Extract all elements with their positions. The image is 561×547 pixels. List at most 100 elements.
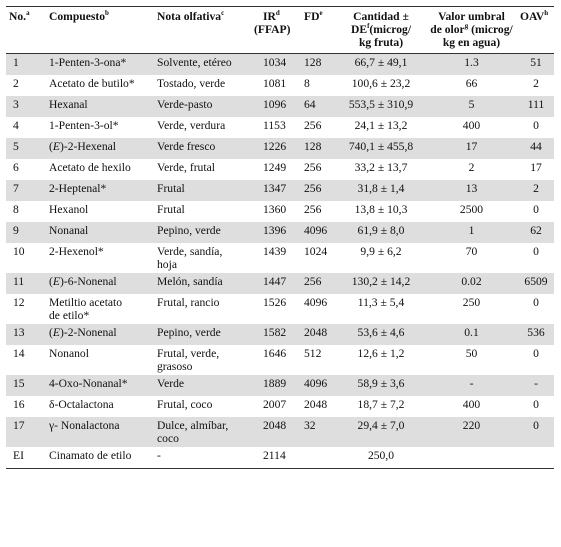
cell-compound: Acetato de butilo* [49, 77, 135, 90]
cell-oav: 51 [517, 53, 554, 75]
cell-threshold: 17 [425, 138, 517, 159]
cell-fd: 64 [301, 96, 336, 117]
cell-no: 5 [6, 138, 46, 159]
header-ir: IRd (FFAP) [254, 6, 301, 54]
cell-compound: γ- Nonalactona [46, 417, 154, 447]
cell-odor-note: Pepino, verde [154, 222, 262, 243]
cell-ir: 1226 [262, 138, 301, 159]
cell-fd: 256 [304, 203, 322, 216]
table-row: 2 Acetato de butilo* Tostado, verde 1081 8 10… [6, 75, 554, 96]
table-row: 5 (E)-2-Hexenal Verde fresco 1226 128 740,1 ±… [6, 138, 554, 159]
cell-oav: 0 [533, 296, 539, 309]
cell-quantity: 31,8 ± 1,4 [336, 180, 425, 201]
cell-threshold: 2 [468, 161, 475, 174]
cell-quantity: 29,4 ± 7,0 [336, 417, 425, 447]
cell-compound: (E)-2-Hexenal [46, 138, 154, 159]
cell-fd: 8 [304, 77, 310, 90]
cell-threshold: 70 [465, 245, 478, 258]
cell-oav: - [517, 375, 554, 396]
cell-quantity: 58,9 ± 3,6 [336, 375, 425, 396]
cell-no: 11 [6, 273, 46, 294]
cell-no: 13 [6, 324, 46, 345]
cell-fd: 256 [301, 180, 336, 201]
cell-quantity: 24,1 ± 13,2 [354, 119, 408, 132]
table-row: 16 δ-Octalactona Frutal, coco 2007 2048 18,7 … [6, 396, 554, 417]
table-row: 7 2-Heptenal* Frutal 1347 256 31,8 ± 1,4 13 2 [6, 180, 554, 201]
cell-odor-note: Verde fresco [154, 138, 262, 159]
cell-oav: 17 [530, 161, 542, 174]
cell-no: EI [6, 447, 46, 469]
header-threshold: Valor umbral de olorg (microg/kg en agua) [425, 6, 517, 54]
cell-ir: 2007 [263, 398, 287, 411]
cell-threshold: 400 [462, 398, 481, 411]
cell-ir: 1034 [262, 53, 301, 75]
cell-no: 14 [13, 347, 25, 360]
cell-oav: 536 [517, 324, 554, 345]
table-row: 4 1-Penten-3-ol* Verde, verdura 1153 256 24,1… [6, 117, 554, 138]
cell-ir: 1360 [263, 203, 287, 216]
cell-no: 10 [13, 245, 25, 258]
cell-ir: 1081 [263, 77, 287, 90]
cell-fd: 256 [304, 161, 322, 174]
cell-fd: 4096 [304, 296, 328, 309]
table-header-row: No.a Compuestob Nota olfativac IRd (FFAP)… [6, 6, 554, 54]
cell-fd: 128 [301, 53, 336, 75]
cell-threshold: 1.3 [425, 53, 517, 75]
cell-odor-note: Frutal [157, 203, 185, 216]
table-row: 15 4-Oxo-Nonanal* Verde 1889 4096 58,9 ± 3,6-… [6, 375, 554, 396]
cell-quantity: 61,9 ± 8,0 [336, 222, 425, 243]
cell-fd [301, 447, 336, 469]
cell-odor-note: Frutal, verde, grasoso [157, 347, 220, 373]
cell-no: 3 [6, 96, 46, 117]
cell-oav: 0 [533, 245, 539, 258]
cell-ir: 1249 [263, 161, 287, 174]
table-row: 6 Acetato de hexilo Verde, frutal 1249 256 33… [6, 159, 554, 180]
cell-oav: 0 [533, 398, 539, 411]
cell-quantity: 740,1 ± 455,8 [336, 138, 425, 159]
cell-oav: 62 [517, 222, 554, 243]
cell-threshold: - [425, 375, 517, 396]
cell-quantity: 33,2 ± 13,7 [354, 161, 408, 174]
cell-no: 8 [13, 203, 19, 216]
cell-threshold: 250 [462, 296, 481, 309]
cell-compound: Hexanal [46, 96, 154, 117]
cell-ir: 2114 [262, 447, 301, 469]
header-oav: OAVh [517, 6, 554, 54]
aroma-compounds-table: No.a Compuestob Nota olfativac IRd (FFAP)… [6, 6, 554, 469]
cell-fd: 32 [301, 417, 336, 447]
cell-quantity: 250,0 [336, 447, 425, 469]
cell-threshold [425, 447, 517, 469]
cell-fd: 512 [304, 347, 322, 360]
cell-odor-note: Frutal, coco [157, 398, 213, 411]
cell-threshold: 0.1 [425, 324, 517, 345]
cell-fd: 1024 [304, 245, 328, 258]
cell-ir: 1396 [262, 222, 301, 243]
cell-quantity: 66,7 ± 49,1 [336, 53, 425, 75]
cell-fd: 128 [301, 138, 336, 159]
cell-fd: 2048 [301, 324, 336, 345]
cell-oav: 0 [533, 119, 539, 132]
cell-no: 2 [13, 77, 19, 90]
cell-no: 1 [6, 53, 46, 75]
cell-compound: 1-Penten-3-ol* [49, 119, 119, 132]
table-row: 17 γ- Nonalactona Dulce, almíbar, coco 2048 3… [6, 417, 554, 447]
cell-ir: 1439 [263, 245, 287, 258]
cell-oav: 6509 [517, 273, 554, 294]
cell-odor-note: Verde [154, 375, 262, 396]
cell-quantity: 553,5 ± 310,9 [336, 96, 425, 117]
cell-fd: 256 [301, 273, 336, 294]
cell-fd: 4096 [301, 222, 336, 243]
cell-quantity: 100,6 ± 23,2 [351, 77, 411, 90]
table-row: 1 1-Penten-3-ona* Solvente, etéreo 1034 128 6… [6, 53, 554, 75]
cell-odor-note: Verde, sandía, hoja [157, 245, 223, 271]
table-row: 14 Nonanol Frutal, verde, grasoso 1646 512 12,… [6, 345, 554, 375]
cell-odor-note: Melón, sandía [154, 273, 262, 294]
table-row: 13 (E)-2-Nonenal Pepino, verde 1582 2048 53,6… [6, 324, 554, 345]
cell-odor-note: Pepino, verde [154, 324, 262, 345]
cell-odor-note: Verde, verdura [157, 119, 226, 132]
cell-no: 16 [13, 398, 25, 411]
table-row: 12 Metiltio acetato de etilo* Frutal, ranci… [6, 294, 554, 324]
cell-ir: 1889 [262, 375, 301, 396]
cell-ir: 1153 [263, 119, 286, 132]
cell-quantity: 53,6 ± 4,6 [336, 324, 425, 345]
